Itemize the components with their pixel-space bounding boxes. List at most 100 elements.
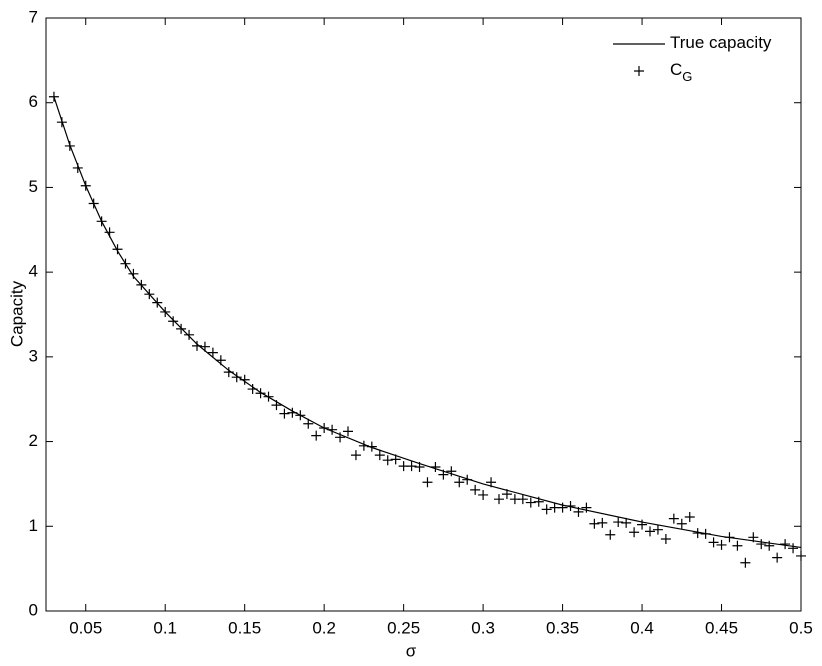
plus-marker bbox=[247, 384, 258, 395]
y-tick-label: 4 bbox=[29, 262, 38, 281]
plus-marker bbox=[88, 198, 99, 209]
plus-marker bbox=[732, 540, 743, 551]
plus-marker bbox=[311, 430, 322, 441]
plus-marker bbox=[676, 518, 687, 529]
plus-marker bbox=[565, 500, 576, 511]
plus-marker bbox=[430, 461, 441, 472]
plus-marker bbox=[581, 502, 592, 513]
plus-marker bbox=[645, 526, 655, 537]
x-tick-label: 0.45 bbox=[705, 618, 738, 637]
plus-marker bbox=[319, 423, 330, 434]
plus-marker bbox=[589, 518, 600, 529]
plus-marker bbox=[263, 391, 274, 402]
plus-marker bbox=[541, 504, 552, 515]
plus-marker bbox=[72, 162, 83, 173]
plus-marker bbox=[160, 306, 171, 317]
plus-marker bbox=[239, 374, 250, 385]
x-tick-label: 0.4 bbox=[630, 618, 654, 637]
plus-marker bbox=[772, 552, 783, 563]
plus-marker bbox=[279, 408, 290, 419]
plus-marker bbox=[64, 140, 75, 151]
x-tick-label: 0.3 bbox=[471, 618, 495, 637]
plus-marker bbox=[660, 533, 671, 544]
plus-marker bbox=[271, 400, 282, 411]
plus-marker bbox=[621, 517, 632, 528]
plus-marker bbox=[788, 543, 799, 554]
x-tick-label: 0.35 bbox=[546, 618, 579, 637]
plus-marker bbox=[48, 91, 59, 102]
legend-label: CG bbox=[670, 60, 692, 84]
plus-marker bbox=[780, 539, 791, 550]
plus-marker bbox=[295, 410, 306, 421]
plus-marker bbox=[486, 477, 497, 488]
x-axis-label: σ bbox=[406, 641, 417, 660]
plus-marker bbox=[684, 511, 695, 522]
plus-marker bbox=[358, 440, 369, 451]
y-tick-label: 0 bbox=[29, 600, 38, 619]
plus-marker bbox=[223, 367, 234, 378]
plus-marker bbox=[184, 329, 195, 340]
plus-marker bbox=[366, 441, 377, 452]
plus-marker bbox=[374, 450, 385, 461]
plus-marker bbox=[462, 474, 473, 485]
plus-marker bbox=[335, 432, 346, 443]
plus-marker bbox=[724, 532, 735, 543]
x-tick-label: 0.2 bbox=[312, 618, 336, 637]
plus-marker bbox=[613, 517, 624, 528]
plus-marker bbox=[422, 477, 433, 488]
plus-marker bbox=[199, 341, 210, 352]
plus-marker bbox=[168, 316, 179, 327]
plus-marker bbox=[406, 461, 417, 472]
y-tick-label: 2 bbox=[29, 431, 38, 450]
legend-marker bbox=[634, 66, 644, 76]
plus-marker bbox=[80, 180, 91, 191]
plus-marker bbox=[287, 407, 298, 418]
y-tick-label: 7 bbox=[29, 7, 38, 26]
y-tick-label: 6 bbox=[29, 92, 38, 111]
x-tick-label: 0.05 bbox=[69, 618, 102, 637]
plus-marker bbox=[700, 528, 711, 539]
plus-marker bbox=[756, 539, 767, 550]
y-tick-label: 5 bbox=[29, 177, 38, 196]
plus-marker bbox=[128, 268, 139, 279]
plus-marker bbox=[796, 550, 806, 561]
plot-frame bbox=[45, 17, 802, 612]
plus-marker bbox=[494, 494, 504, 505]
x-tick-label: 0.5 bbox=[789, 618, 813, 637]
plus-marker bbox=[382, 455, 393, 466]
plus-marker bbox=[104, 227, 115, 238]
plus-marker bbox=[525, 497, 536, 508]
y-axis-label: Capacity bbox=[7, 280, 26, 347]
plus-marker bbox=[207, 347, 218, 358]
plus-marker bbox=[517, 494, 528, 505]
x-tick-label: 0.25 bbox=[387, 618, 420, 637]
plus-marker bbox=[573, 506, 584, 517]
plus-marker bbox=[478, 489, 489, 500]
plus-marker bbox=[215, 355, 226, 366]
plus-marker bbox=[343, 426, 353, 437]
y-tick-label: 1 bbox=[29, 516, 38, 535]
plus-marker bbox=[716, 539, 727, 550]
plus-marker bbox=[764, 540, 775, 551]
plus-marker bbox=[637, 519, 648, 530]
plus-marker bbox=[303, 418, 314, 429]
plus-marker bbox=[446, 466, 457, 477]
plus-marker bbox=[748, 532, 759, 543]
plus-marker bbox=[231, 372, 242, 383]
plus-marker bbox=[120, 258, 131, 269]
plus-marker bbox=[350, 450, 361, 461]
plus-marker bbox=[56, 117, 67, 128]
plus-marker bbox=[597, 517, 608, 528]
plus-marker bbox=[152, 297, 163, 308]
plus-marker bbox=[501, 489, 512, 500]
plus-marker bbox=[652, 524, 663, 535]
plus-marker bbox=[327, 424, 338, 435]
plus-marker bbox=[629, 527, 640, 538]
plus-marker bbox=[438, 469, 449, 480]
plus-marker bbox=[414, 461, 425, 472]
plus-marker bbox=[533, 496, 544, 507]
plus-marker bbox=[192, 340, 202, 351]
plus-marker bbox=[144, 289, 155, 300]
